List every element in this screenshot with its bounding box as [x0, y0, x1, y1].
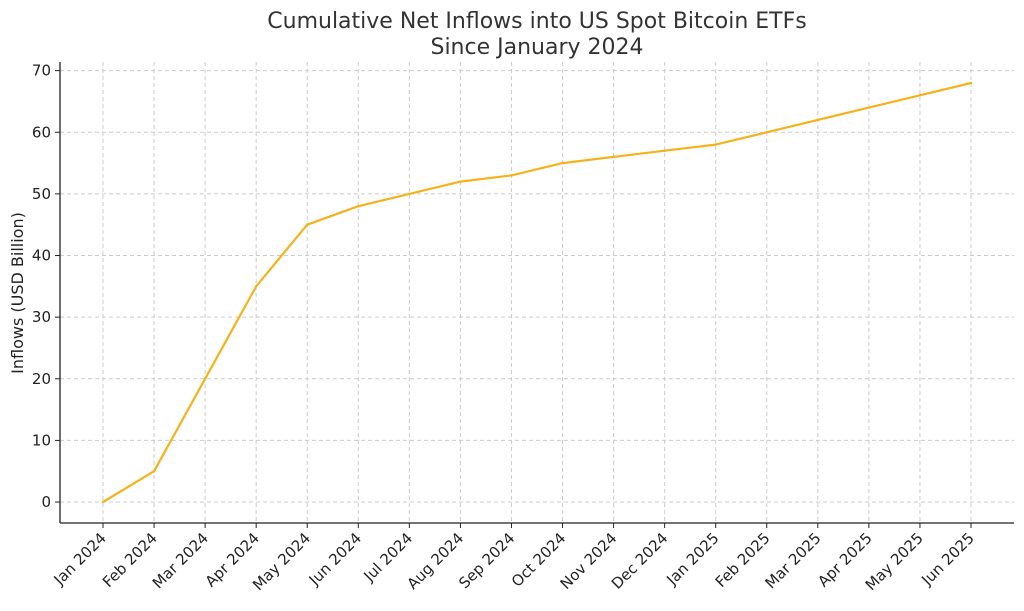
y-tick-label: 10 [32, 431, 51, 449]
data-point [408, 192, 411, 196]
data-point [101, 500, 105, 504]
y-tick-label: 30 [32, 308, 51, 326]
data-point [254, 285, 258, 288]
y-tick-label: 0 [41, 493, 51, 511]
data-point [203, 377, 207, 380]
data-point [510, 174, 513, 177]
grid [60, 62, 1014, 523]
data-point [969, 81, 973, 85]
axes [59, 62, 1014, 524]
y-tick-label: 20 [32, 370, 51, 388]
x-tick-label: Sep 2024 [455, 529, 518, 592]
x-tick-label: Mar 2025 [762, 529, 825, 592]
data-point [152, 470, 156, 473]
data-point [561, 161, 564, 165]
data-point [918, 94, 922, 97]
y-tick-label: 70 [32, 62, 51, 80]
y-axis-label: Inflows (USD Billion) [8, 212, 27, 374]
data-point [714, 143, 717, 146]
x-tick-label: Jun 2025 [917, 529, 977, 589]
y-tick-label: 40 [32, 247, 51, 265]
series-line [101, 81, 973, 504]
data-point [765, 131, 768, 134]
chart-title-line-1: Cumulative Net Inflows into US Spot Bitc… [267, 9, 806, 34]
data-point [663, 149, 666, 152]
data-point [306, 223, 309, 226]
data-point [867, 106, 871, 109]
y-tick-label: 50 [32, 185, 51, 203]
y-tick-label: 60 [32, 123, 51, 141]
data-point [459, 180, 462, 183]
chart-title-line-2: Since January 2024 [430, 35, 643, 60]
series [101, 81, 973, 504]
x-tick-label: Mar 2024 [149, 529, 212, 592]
data-point [612, 155, 615, 159]
data-point [816, 118, 820, 122]
x-tick-label: Dec 2024 [608, 529, 672, 593]
data-point [357, 205, 360, 208]
x-tick-label: Jun 2024 [305, 529, 365, 589]
